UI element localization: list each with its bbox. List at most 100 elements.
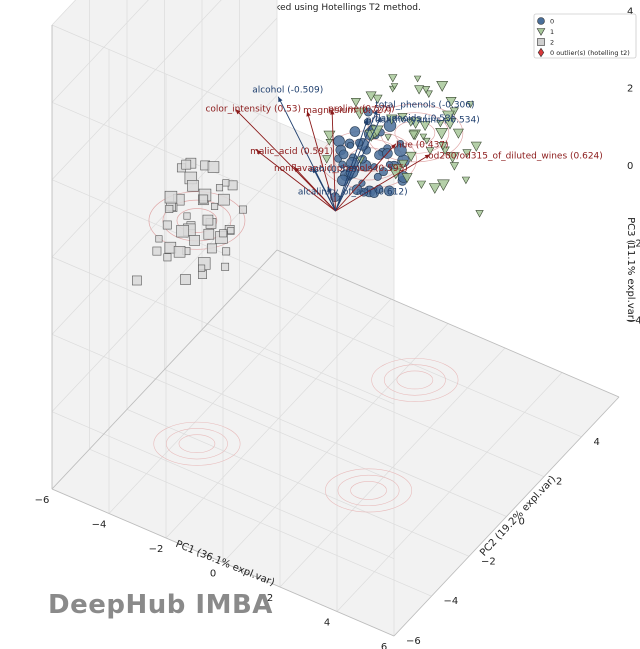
legend-label: 0 outlier(s) (hotelling t2) (550, 49, 630, 57)
point-class-1 (436, 120, 445, 128)
point-class-1 (386, 114, 398, 125)
point-class-1 (365, 91, 377, 102)
loading-arrow (335, 154, 431, 212)
point-class-1 (423, 137, 431, 145)
point-class-0 (351, 184, 363, 195)
x-tick-label: −4 (92, 520, 107, 531)
loading-label: flavanoids (-0.53) (375, 114, 454, 124)
loading-arrowhead (390, 143, 396, 149)
loading-label: proline (0.576) (328, 104, 395, 114)
point-class-2 (218, 193, 230, 206)
loading-arrow (331, 109, 336, 212)
point-class-1 (325, 139, 334, 146)
legend-marker (537, 17, 545, 25)
point-class-0 (338, 160, 347, 169)
loading-arrowhead (364, 118, 369, 125)
point-class-1 (452, 128, 464, 139)
point-class-1 (435, 128, 449, 140)
point-class-1 (405, 151, 417, 162)
legend: 0 1 2 0 outlier(s) (hotelling t2) (533, 13, 637, 59)
point-class-1 (442, 110, 455, 123)
loading-arrows (235, 96, 431, 212)
point-class-0 (349, 126, 361, 137)
point-class-1 (322, 155, 332, 164)
loading-arrow (255, 149, 336, 212)
z-axis-label: PC3 (11.1% expl.var) (625, 217, 636, 323)
point-class-2 (162, 220, 172, 230)
point-class-0 (374, 150, 384, 160)
point-class-1 (436, 179, 450, 192)
loading-arrow (335, 143, 397, 212)
point-class-0 (333, 135, 345, 147)
point-class-2 (221, 262, 230, 271)
point-class-1 (414, 85, 425, 95)
point-class-2 (132, 275, 142, 286)
z-tick-label: −4 (627, 316, 640, 327)
loading-arrowhead (327, 186, 332, 193)
loading-arrow (293, 166, 336, 212)
point-class-0 (338, 149, 349, 160)
loading-label: color_intensity (0.53) (205, 104, 301, 114)
point-class-1 (416, 180, 427, 190)
legend-label: 1 (550, 28, 554, 36)
point-class-0 (384, 185, 395, 197)
point-class-1 (446, 152, 459, 164)
point-class-2 (203, 228, 215, 240)
loading-arrow (235, 108, 336, 212)
point-class-1 (428, 183, 441, 194)
loading-arrowhead (235, 109, 241, 115)
point-class-1 (424, 90, 433, 99)
loading-arrow (335, 109, 378, 212)
point-class-1 (461, 176, 471, 185)
point-class-1 (397, 113, 408, 123)
point-class-1 (466, 101, 475, 109)
legend-marker (536, 28, 546, 36)
point-class-0 (363, 107, 373, 117)
loading-label: ash (0.528) (309, 165, 361, 175)
point-class-0 (346, 141, 354, 149)
x-tick-label: −6 (35, 495, 50, 506)
loading-arrowhead (306, 111, 311, 117)
loading-arrowhead (424, 154, 431, 159)
point-class-0 (373, 172, 382, 181)
point-class-1 (353, 107, 367, 120)
loading-arrowhead (278, 96, 283, 103)
point-class-2 (187, 180, 199, 192)
point-class-0 (358, 179, 366, 187)
point-class-2 (215, 184, 223, 192)
watermark: DeepHub IMBA (48, 590, 273, 620)
point-class-1 (421, 86, 431, 94)
axis-edges (51, 25, 620, 637)
point-class-1 (388, 74, 398, 83)
point-class-1 (390, 83, 399, 90)
legend-label: 0 (550, 17, 554, 25)
point-class-0 (379, 167, 388, 176)
z-tick-label: −2 (627, 238, 640, 249)
loading-label: alcalinity_of_ash (0.612) (298, 188, 408, 198)
point-class-2 (176, 224, 189, 238)
x-tick-label: 0 (210, 569, 216, 580)
point-class-2 (163, 253, 172, 262)
axis-panes (52, 0, 619, 636)
loading-arrow (312, 167, 336, 212)
point-class-2 (227, 227, 235, 235)
loading-arrow (335, 118, 369, 212)
point-class-1 (413, 75, 422, 83)
loading-arrowhead (330, 109, 335, 115)
point-class-2 (198, 270, 207, 279)
loading-arrowhead (373, 109, 378, 115)
point-class-1 (384, 134, 392, 142)
point-class-2 (202, 214, 214, 226)
point-class-1 (436, 81, 449, 92)
point-class-1 (323, 130, 336, 142)
x-tick-label: 2 (267, 593, 273, 604)
x-tick-label: 4 (324, 618, 330, 629)
point-class-2 (198, 194, 208, 204)
point-class-2 (219, 229, 228, 238)
point-class-2 (183, 212, 191, 220)
point-class-1 (419, 121, 431, 132)
point-class-2 (164, 190, 178, 204)
point-class-2 (227, 180, 238, 191)
point-class-2 (222, 179, 230, 187)
